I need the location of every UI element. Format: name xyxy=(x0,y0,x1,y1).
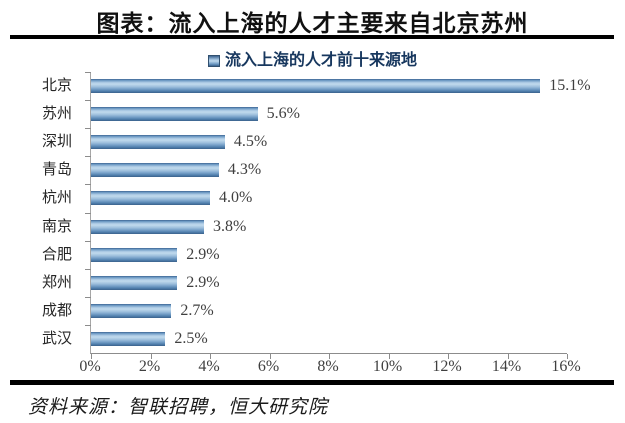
data-label: 4.3% xyxy=(227,161,262,179)
data-label: 4.0% xyxy=(219,189,253,207)
y-axis-label: 武汉 xyxy=(41,329,72,347)
y-axis-tick xyxy=(85,268,91,270)
x-axis-tick xyxy=(91,354,92,359)
y-axis-label: 南京 xyxy=(41,217,72,235)
x-axis-tick xyxy=(150,354,152,359)
x-axis-tick xyxy=(448,354,449,359)
bar-成都 xyxy=(91,303,172,318)
bar-青岛 xyxy=(91,163,219,178)
page-title: 图表：流入上海的人才主要来自北京苏州 xyxy=(96,10,529,36)
bar-苏州 xyxy=(91,107,258,122)
data-label: 2.9% xyxy=(186,273,220,291)
y-axis-tick xyxy=(85,212,91,214)
data-label: 5.6% xyxy=(266,105,300,123)
bar-北京 xyxy=(91,79,541,94)
bar-合肥 xyxy=(91,247,178,262)
x-axis-tick xyxy=(567,354,568,359)
x-axis-tick xyxy=(269,354,271,359)
legend-label: 流入上海的人才前十来源地 xyxy=(224,52,417,69)
bottom-divider xyxy=(10,380,614,385)
y-axis-labels: 北京苏州深圳青岛杭州南京合肥郑州成都武汉 xyxy=(0,72,80,353)
x-axis-labels: 0% 2% 4% 6% 8% 10% 12% 14% 16% xyxy=(79,358,580,378)
plot-area: 15.1% 5.6% 4.5% 4.3% 4.0% 3.8% 2.9% 2.9% 2.7% 2.5… xyxy=(85,72,591,359)
y-axis-label: 成都 xyxy=(41,301,72,319)
x-axis-label: 14% xyxy=(491,358,522,375)
y-axis-tick xyxy=(85,184,91,186)
y-axis-tick xyxy=(85,72,91,73)
y-axis-tick xyxy=(85,324,91,326)
bar-南京 xyxy=(91,219,205,234)
bar-杭州 xyxy=(91,191,210,206)
bar-武汉 xyxy=(91,331,166,346)
data-label: 15.1% xyxy=(549,77,591,95)
x-axis-label: 16% xyxy=(551,358,581,375)
top-divider xyxy=(10,35,614,39)
x-axis-tick xyxy=(329,354,330,359)
y-axis-label: 苏州 xyxy=(41,105,72,123)
x-axis-label: 8% xyxy=(317,358,339,375)
y-axis-label: 郑州 xyxy=(41,273,72,291)
bar-深圳 xyxy=(91,135,225,150)
y-axis-label: 杭州 xyxy=(41,189,72,207)
y-axis-label: 合肥 xyxy=(41,245,72,263)
x-axis-label: 0% xyxy=(79,358,101,375)
data-label: 3.8% xyxy=(213,217,247,235)
x-axis-label: 10% xyxy=(372,358,403,375)
source-note: 资料来源：智联招聘，恒大研究院 xyxy=(28,397,329,418)
y-axis-tick xyxy=(85,156,91,158)
y-axis-tick xyxy=(85,128,91,130)
y-axis-tick xyxy=(85,240,91,242)
x-axis-label: 12% xyxy=(432,358,462,375)
bar-郑州 xyxy=(91,275,178,290)
x-axis-tick xyxy=(507,354,509,359)
y-axis-tick xyxy=(85,100,91,102)
legend-swatch-icon xyxy=(207,55,220,67)
y-axis-label: 深圳 xyxy=(41,133,72,151)
data-label: 2.7% xyxy=(180,301,214,319)
x-axis-label: 6% xyxy=(257,358,280,375)
data-label: 4.5% xyxy=(233,133,268,151)
chart-legend: 流入上海的人才前十来源地 xyxy=(0,52,625,72)
x-axis-label: 4% xyxy=(198,358,220,375)
x-axis-label: 2% xyxy=(138,358,161,375)
y-axis-tick xyxy=(85,296,91,298)
y-axis-label: 青岛 xyxy=(41,161,72,179)
data-label: 2.9% xyxy=(186,245,220,263)
x-axis-tick xyxy=(210,354,211,359)
y-axis-label: 北京 xyxy=(41,77,72,95)
x-axis-tick xyxy=(388,354,390,359)
data-label: 2.5% xyxy=(174,329,208,347)
